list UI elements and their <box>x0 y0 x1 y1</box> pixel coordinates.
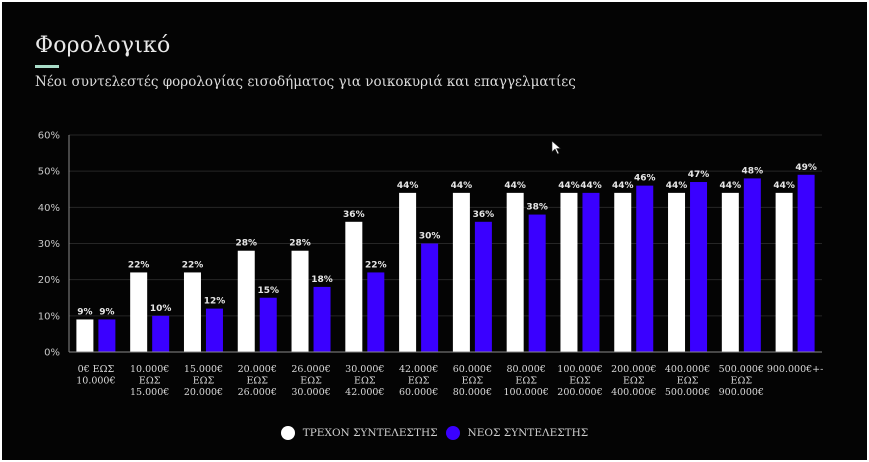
data-label-current: 28% <box>289 239 311 249</box>
x-tick-label: 26.000€ ΕΩΣ 30.000€ <box>291 364 330 398</box>
y-tick-label: 20% <box>38 275 60 286</box>
bar-new <box>313 286 331 352</box>
data-label-current: 44% <box>451 181 473 191</box>
data-label-current: 44% <box>397 181 419 191</box>
data-label-new: 49% <box>795 163 817 173</box>
bar-current <box>291 250 309 352</box>
page-title: Φορολογικό <box>35 33 171 58</box>
data-label-new: 12% <box>204 297 226 307</box>
bar-new <box>528 214 546 352</box>
bar-new <box>421 243 439 352</box>
x-tick-label: 0€ ΕΩΣ 10.000€ <box>76 364 115 387</box>
data-label-current: 28% <box>235 239 257 249</box>
data-label-new: 10% <box>150 304 172 314</box>
bar-new <box>259 297 277 352</box>
bar-current <box>183 272 201 352</box>
x-tick-label: 500.000€ ΕΩΣ 900.000€ <box>719 364 764 398</box>
title-underline <box>35 65 59 68</box>
bars <box>76 174 815 352</box>
bar-current <box>345 221 363 352</box>
y-tick-label: 40% <box>38 203 60 214</box>
y-tick-label: 30% <box>38 239 60 250</box>
circle-icon <box>280 426 295 440</box>
axes <box>68 135 822 353</box>
y-tick-label: 10% <box>38 311 60 322</box>
x-tick-label: 400.000€ ΕΩΣ 500.000€ <box>665 364 710 398</box>
bar-new <box>636 185 654 352</box>
data-label-new: 30% <box>419 232 441 242</box>
chart-legend: ΤΡΕΧΟΝ ΣΥΝΤΕΛΕΣΤΗΣ ΝΕΟΣ ΣΥΝΤΕΛΕΣΤΗΣ <box>2 426 867 440</box>
data-label-new: 48% <box>742 166 764 176</box>
data-label-new: 9% <box>99 307 114 317</box>
x-tick-label: 15.000€ ΕΩΣ 20.000€ <box>184 364 223 398</box>
data-label-new: 18% <box>311 275 333 285</box>
bar-current <box>130 272 148 352</box>
data-label-new: 36% <box>473 210 495 220</box>
bar-new <box>474 221 492 352</box>
bar-new <box>98 319 116 352</box>
bar-current <box>560 192 578 352</box>
legend-item-new[interactable]: ΝΕΟΣ ΣΥΝΤΕΛΕΣΤΗΣ <box>445 426 589 440</box>
data-label-current: 9% <box>77 307 92 317</box>
data-label-new: 38% <box>526 203 548 213</box>
bar-new <box>797 174 815 352</box>
bar-new <box>690 182 708 352</box>
bar-current <box>614 192 632 352</box>
x-tick-label: 20.000€ ΕΩΣ 26.000€ <box>238 364 277 398</box>
data-label-current: 22% <box>128 260 150 270</box>
y-tick-label: 50% <box>38 167 60 178</box>
x-tick-label: 100.000€ ΕΩΣ 200.000€ <box>557 364 602 398</box>
data-label-current: 44% <box>773 181 795 191</box>
y-tick-label: 60% <box>38 131 60 142</box>
mouse-pointer-icon <box>551 140 562 155</box>
data-label-new: 44% <box>580 181 602 191</box>
bar-current <box>452 192 470 352</box>
x-tick-label: 60.000€ ΕΩΣ 80.000€ <box>453 364 492 398</box>
bar-current <box>76 319 94 352</box>
bar-current <box>775 192 793 352</box>
bar-new <box>743 178 761 352</box>
data-label-current: 44% <box>558 181 580 191</box>
bar-new <box>152 315 170 352</box>
bar-current <box>506 192 524 352</box>
data-label-current: 44% <box>720 181 742 191</box>
bar-current <box>237 250 255 352</box>
data-label-current: 22% <box>182 260 204 270</box>
data-label-current: 36% <box>343 210 365 220</box>
data-labels: 9% 9% 22% 10% 22% 12% 28% 15% 28% 18% 36% 22% 44% 30%… <box>77 163 817 318</box>
x-axis-ticks: 0€ ΕΩΣ 10.000€ 10.000€ ΕΩΣ 15.000€ 15.000€ ΕΩΣ… <box>76 364 823 398</box>
y-tick-label: 0% <box>44 348 60 359</box>
bar-current <box>721 192 739 352</box>
bar-current <box>399 192 417 352</box>
data-label-new: 46% <box>634 174 656 184</box>
data-label-current: 44% <box>504 181 526 191</box>
bar-chart: 0% 10% 20% 30% 40% 50% 60% 9% 9% 22% 10% 22% 12% 28%… <box>38 131 824 399</box>
data-label-new: 15% <box>257 286 279 296</box>
legend-label-current: ΤΡΕΧΟΝ ΣΥΝΤΕΛΕΣΤΗΣ <box>302 427 438 439</box>
x-tick-label: 10.000€ ΕΩΣ 15.000€ <box>130 364 169 398</box>
y-axis-ticks: 0% 10% 20% 30% 40% 50% 60% <box>38 131 60 359</box>
x-tick-label: 42.000€ ΕΩΣ 60.000€ <box>399 364 438 398</box>
data-label-current: 44% <box>666 181 688 191</box>
data-label-current: 44% <box>612 181 634 191</box>
legend-item-current[interactable]: ΤΡΕΧΟΝ ΣΥΝΤΕΛΕΣΤΗΣ <box>280 426 438 440</box>
bar-new <box>582 192 600 352</box>
data-label-new: 22% <box>365 260 387 270</box>
bar-new <box>205 308 223 352</box>
bar-new <box>367 272 385 352</box>
x-tick-label: 80.000€ ΕΩΣ 100.000€ <box>504 364 549 398</box>
page-subtitle: Νέοι συντελεστές φορολογίας εισοδήματος … <box>35 74 576 90</box>
x-tick-label: 200.000€ ΕΩΣ 400.000€ <box>611 364 656 398</box>
x-tick-label: 30.000€ ΕΩΣ 42.000€ <box>345 364 384 398</box>
circle-icon <box>445 426 460 440</box>
x-tick-label: 900.000€+- <box>767 364 824 375</box>
data-label-new: 47% <box>688 170 710 180</box>
bar-current <box>668 192 686 352</box>
gridlines <box>69 134 822 317</box>
legend-label-new: ΝΕΟΣ ΣΥΝΤΕΛΕΣΤΗΣ <box>467 427 589 439</box>
